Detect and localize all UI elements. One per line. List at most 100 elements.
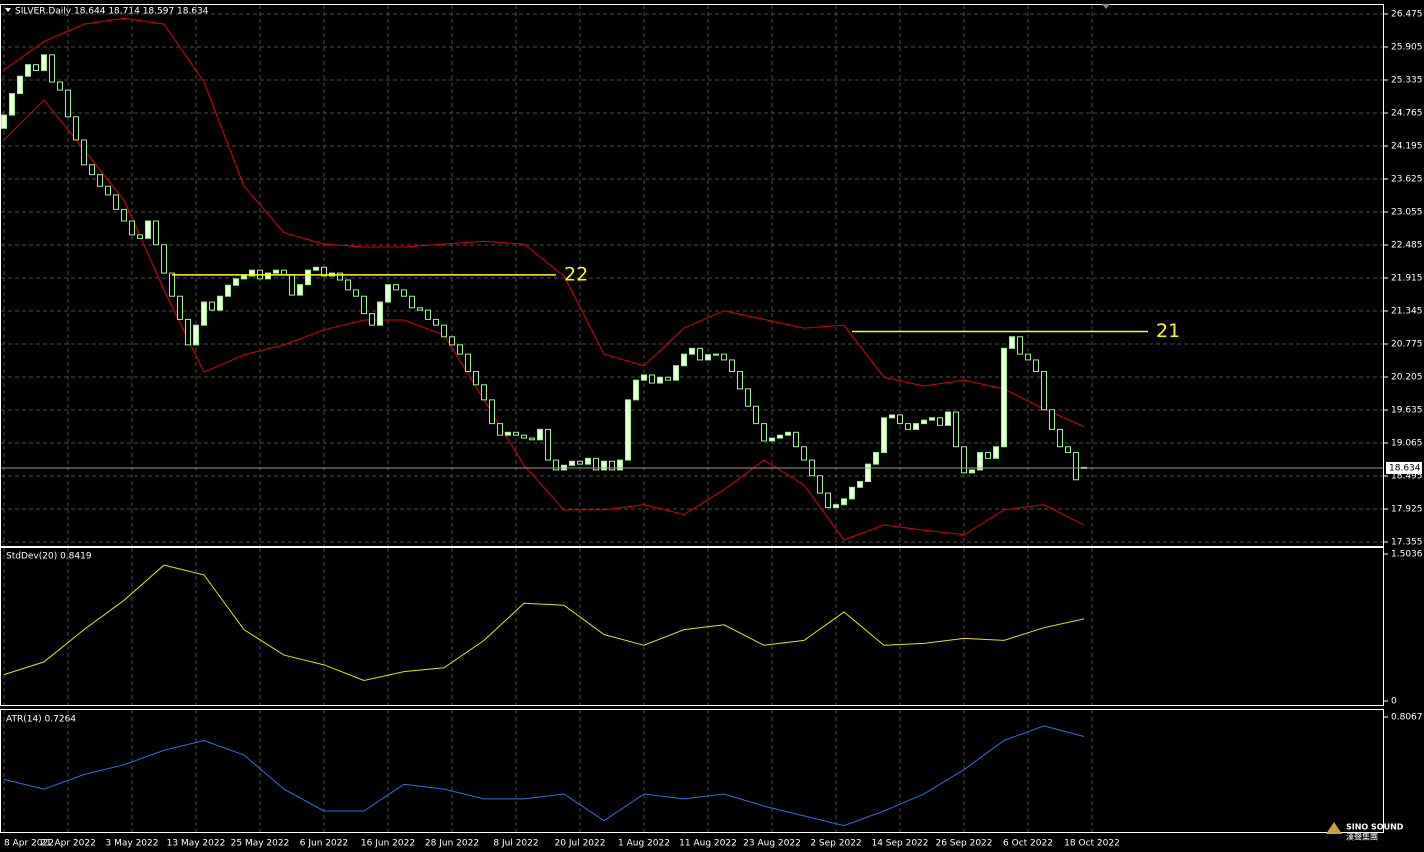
level-label: 22 — [564, 263, 588, 285]
candle-body — [129, 220, 135, 236]
candle-body — [265, 272, 271, 280]
candle-body — [449, 336, 455, 346]
candle-body — [361, 295, 367, 315]
candle-body — [577, 460, 583, 465]
y-tick-label: 23.055 — [1391, 208, 1423, 218]
y-tick-label: 26.475 — [1391, 10, 1423, 20]
candle-body — [841, 498, 847, 506]
candle-body — [217, 295, 223, 311]
candle-body — [49, 54, 55, 83]
candle-body — [41, 54, 47, 71]
candle-body — [721, 353, 727, 361]
candle-body — [873, 452, 879, 465]
candle-body — [337, 272, 343, 281]
candle-body — [1, 114, 7, 129]
candle-body — [145, 220, 151, 239]
candle-body — [777, 434, 783, 439]
band-upper — [3, 17, 1085, 427]
candle-body — [745, 388, 751, 407]
indicator-line — [3, 564, 1085, 681]
candle-body — [153, 220, 159, 246]
candle-body — [465, 353, 471, 373]
candle-body — [889, 414, 895, 419]
y-tick-label: 19.635 — [1391, 406, 1423, 416]
candle-body — [753, 405, 759, 425]
candle-body — [9, 93, 15, 116]
y-tick-label: 0.8067 — [1391, 713, 1423, 723]
x-tick-label: 6 Jun 2022 — [300, 839, 348, 849]
candle-body — [1073, 452, 1079, 481]
candle-body — [369, 313, 375, 326]
y-tick-label: 21.345 — [1391, 307, 1423, 317]
y-tick-label: 17.925 — [1391, 505, 1423, 515]
x-tick-label: 14 Sep 2022 — [871, 839, 928, 849]
candle-body — [569, 460, 575, 466]
main-frame — [0, 4, 1384, 547]
candle-body — [497, 423, 503, 436]
x-tick-label: 11 Aug 2022 — [679, 839, 737, 849]
stddev-title: StdDev(20) 0.8419 — [6, 552, 92, 562]
candle-body — [297, 284, 303, 296]
candle-body — [321, 266, 327, 277]
candle-body — [993, 446, 999, 459]
chart-title: SILVER,Daily 18.644 18.714 18.597 18.634 — [15, 7, 209, 17]
candle-body — [785, 431, 791, 436]
candle-body — [225, 284, 231, 297]
candle-body — [849, 486, 855, 500]
candle-body — [801, 446, 807, 461]
x-tick-label: 28 Jun 2022 — [425, 839, 479, 849]
candle-body — [641, 374, 647, 381]
candle-body — [921, 419, 927, 425]
x-tick-label: 8 Apr 2022 — [4, 839, 54, 849]
x-tick-label: 23 Aug 2022 — [743, 839, 801, 849]
candle-body — [177, 295, 183, 320]
candle-body — [289, 274, 295, 296]
candle-body — [537, 428, 543, 441]
candle-body — [633, 379, 639, 401]
candle-body — [1017, 336, 1023, 355]
candle-body — [601, 460, 607, 471]
y-tick-label: 18.495 — [1391, 472, 1423, 482]
candle-body — [737, 371, 743, 390]
y-tick-label: 21.915 — [1391, 274, 1423, 284]
candle-body — [705, 354, 711, 361]
candle-body — [505, 431, 511, 436]
y-tick-label: 19.065 — [1391, 439, 1423, 449]
candle-body — [209, 301, 215, 311]
y-tick-label: 1.5036 — [1391, 550, 1423, 560]
candle-body — [161, 244, 167, 274]
x-tick-label: 3 May 2022 — [106, 839, 159, 849]
candle-body — [425, 309, 431, 320]
y-tick-label: 22.485 — [1391, 241, 1423, 251]
x-tick-label: 8 Jul 2022 — [493, 839, 538, 849]
y-tick-label: 20.775 — [1391, 340, 1423, 350]
x-tick-label: 1 Aug 2022 — [618, 839, 670, 849]
candle-body — [25, 64, 31, 77]
candle-body — [97, 174, 103, 187]
candle-body — [969, 469, 975, 474]
candle-body — [121, 208, 127, 222]
candle-body — [241, 275, 247, 280]
candle-body — [585, 457, 591, 465]
candle-body — [185, 318, 191, 346]
level-label: 21 — [1156, 320, 1180, 342]
logo: SINO SOUND 漢聲集團 — [1326, 822, 1404, 842]
candle-body — [81, 139, 87, 166]
candle-body — [481, 384, 487, 401]
atr-frame — [0, 709, 1384, 833]
logo-name: SINO SOUND — [1346, 823, 1404, 832]
x-tick-label: 25 May 2022 — [231, 839, 290, 849]
candle-body — [977, 452, 983, 471]
x-tick-label: 2 Sep 2022 — [810, 839, 861, 849]
y-tick-label: 20.205 — [1391, 373, 1423, 383]
candle-body — [313, 266, 319, 271]
candle-body — [377, 301, 383, 326]
candle-body — [545, 428, 551, 461]
candle-body — [649, 374, 655, 384]
candle-body — [913, 423, 919, 430]
y-tick-label: 25.335 — [1391, 76, 1423, 86]
candle-body — [617, 459, 623, 471]
candle-body — [609, 460, 615, 471]
